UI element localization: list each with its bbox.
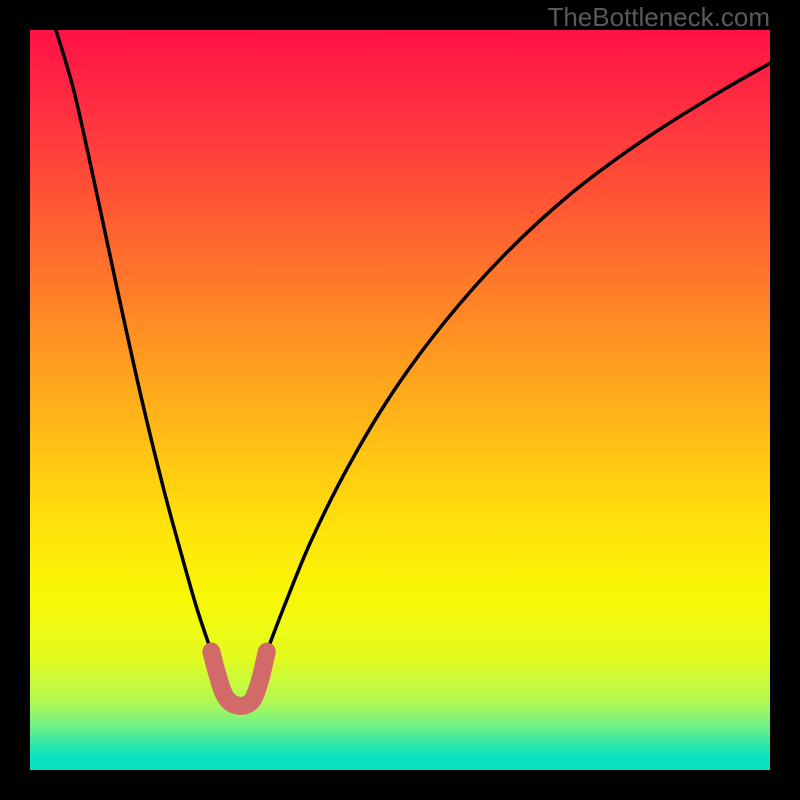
valley-line xyxy=(56,30,770,706)
bottleneck-curve xyxy=(30,30,770,770)
valley-marker-band xyxy=(211,652,266,706)
plot-area xyxy=(30,30,770,770)
watermark-text: TheBottleneck.com xyxy=(547,2,770,33)
